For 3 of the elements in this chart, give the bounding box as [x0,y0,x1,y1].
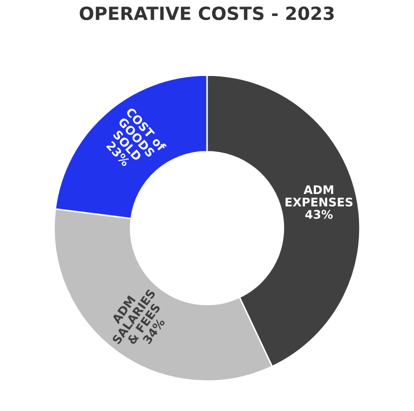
data-label: 43% [305,210,333,219]
slice-label: ADM EXPENSES [286,185,352,207]
chart-title: OPERATIVE COSTS - 2023 [80,6,334,20]
